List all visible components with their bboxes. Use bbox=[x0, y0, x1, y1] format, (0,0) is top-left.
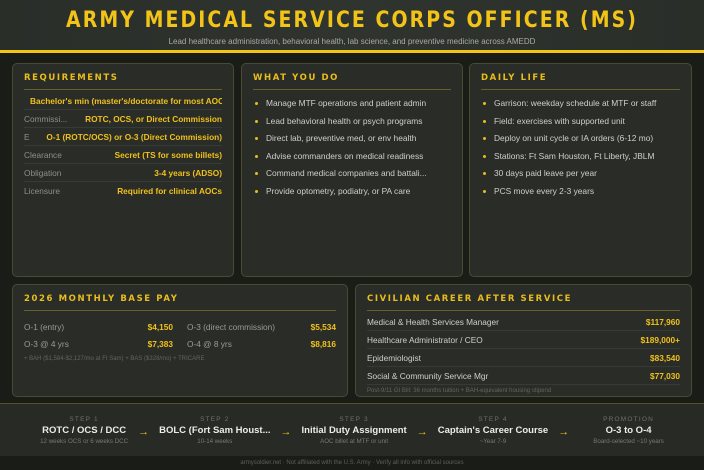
list-item: Deploy on unit cycle or IA orders (6-12 … bbox=[481, 130, 680, 148]
base-pay-card: 2026 MONTHLY BASE PAY O-1 (entry) $4,150… bbox=[12, 284, 348, 397]
career-pathway: STEP 1 ROTC / OCS / DCC 12 weeks OCS or … bbox=[0, 403, 704, 456]
requirements-title: REQUIREMENTS bbox=[24, 73, 222, 90]
requirement-value: ROTC, OCS, or Direct Commission bbox=[85, 113, 222, 124]
bullet-icon bbox=[483, 154, 486, 158]
bullet-icon bbox=[483, 137, 486, 141]
bullet-icon bbox=[483, 172, 486, 176]
requirement-row-entry-grade: E O-1 (ROTC/OCS) or O-3 (Direct Commissi… bbox=[24, 128, 222, 146]
civilian-row: Medical & Health Services Manager $117,9… bbox=[367, 313, 680, 331]
daily-life-card: DAILY LIFE Garrison: weekday schedule at… bbox=[469, 63, 692, 277]
page-header: ARMY MEDICAL SERVICE CORPS OFFICER (MS) … bbox=[0, 0, 704, 53]
base-pay-grid: O-1 (entry) $4,150 O-3 (direct commissio… bbox=[24, 318, 336, 352]
requirement-row-obligation: Obligation 3-4 years (ADSO) bbox=[24, 164, 222, 182]
requirement-label: Obligation bbox=[24, 167, 62, 178]
requirement-label: Commissi... bbox=[24, 113, 68, 124]
bullet-icon bbox=[255, 137, 258, 141]
arrow-right-icon: → bbox=[280, 426, 292, 438]
what-you-do-card: WHAT YOU DO Manage MTF operations and pa… bbox=[241, 63, 463, 277]
list-item: Command medical companies and battali... bbox=[253, 165, 451, 183]
list-item: PCS move every 2-3 years bbox=[481, 183, 680, 201]
pathway-step-promotion: PROMOTION O-3 to O-4 Board-selected ~10 … bbox=[593, 415, 664, 445]
daily-life-title: DAILY LIFE bbox=[481, 73, 680, 90]
list-item: Field: exercises with supported unit bbox=[481, 113, 680, 131]
civilian-career-card: CIVILIAN CAREER AFTER SERVICE Medical & … bbox=[355, 284, 692, 397]
pay-row: O-1 (entry) $4,150 bbox=[24, 321, 173, 332]
list-item: Garrison: weekday schedule at MTF or sta… bbox=[481, 95, 680, 113]
requirement-label: E bbox=[24, 131, 30, 142]
what-you-do-list: Manage MTF operations and patient admin … bbox=[253, 95, 451, 200]
requirement-row-education: Bachelor's min (master's/doctorate for m… bbox=[24, 92, 222, 110]
pathway-step-3: STEP 3 Initial Duty Assignment AOC bille… bbox=[301, 415, 407, 445]
page-subtitle: Lead healthcare administration, behavior… bbox=[168, 37, 536, 46]
arrow-right-icon: → bbox=[416, 426, 428, 438]
pay-row: O-3 (direct commission) $5,534 bbox=[187, 321, 336, 332]
pay-row: O-3 @ 4 yrs $7,383 bbox=[24, 338, 173, 349]
civilian-row: Social & Community Service Mgr $77,030 bbox=[367, 367, 680, 385]
base-pay-title: 2026 MONTHLY BASE PAY bbox=[24, 294, 336, 311]
requirement-row-clearance: Clearance Secret (TS for some billets) bbox=[24, 146, 222, 164]
list-item: Advise commanders on medical readiness bbox=[253, 148, 451, 166]
arrow-right-icon: → bbox=[138, 426, 150, 438]
bullet-icon bbox=[255, 102, 258, 106]
list-item: Lead behavioral health or psych programs bbox=[253, 113, 451, 131]
footer-disclaimer: armysoldier.net · Not affiliated with th… bbox=[240, 460, 464, 466]
requirement-row-licensure: Licensure Required for clinical AOCs bbox=[24, 182, 222, 200]
pathway-step-1: STEP 1 ROTC / OCS / DCC 12 weeks OCS or … bbox=[40, 415, 129, 445]
civilian-note: Post-9/11 GI Bill: 36 months tuition + B… bbox=[367, 388, 552, 394]
requirement-row-commission: Commissi... ROTC, OCS, or Direct Commiss… bbox=[24, 110, 222, 128]
list-item: Direct lab, preventive med, or env healt… bbox=[253, 130, 451, 148]
bullet-icon bbox=[483, 102, 486, 106]
bullet-icon bbox=[255, 154, 258, 158]
daily-life-list: Garrison: weekday schedule at MTF or sta… bbox=[481, 95, 680, 200]
civilian-row: Epidemiologist $83,540 bbox=[367, 349, 680, 367]
list-item: Provide optometry, podiatry, or PA care bbox=[253, 183, 451, 201]
bullet-icon bbox=[255, 119, 258, 123]
civilian-career-title: CIVILIAN CAREER AFTER SERVICE bbox=[367, 294, 680, 311]
list-item: Stations: Ft Sam Houston, Ft Liberty, JB… bbox=[481, 148, 680, 166]
requirement-label: Clearance bbox=[24, 149, 62, 160]
bullet-icon bbox=[483, 189, 486, 193]
arrow-right-icon: → bbox=[558, 426, 570, 438]
bullet-icon bbox=[483, 119, 486, 123]
civilian-row: Healthcare Administrator / CEO $189,000+ bbox=[367, 331, 680, 349]
requirements-card: REQUIREMENTS Bachelor's min (master's/do… bbox=[12, 63, 234, 277]
list-item: 30 days paid leave per year bbox=[481, 165, 680, 183]
requirement-value: 3-4 years (ADSO) bbox=[154, 167, 222, 178]
requirement-label: Licensure bbox=[24, 186, 60, 196]
list-item: Manage MTF operations and patient admin bbox=[253, 95, 451, 113]
requirement-value: O-1 (ROTC/OCS) or O-3 (Direct Commission… bbox=[46, 131, 222, 142]
base-pay-note: + BAH ($1,584-$2,127/mo at Ft Sam) + BAS… bbox=[24, 356, 205, 362]
bullet-icon bbox=[255, 172, 258, 176]
what-you-do-title: WHAT YOU DO bbox=[253, 73, 451, 90]
pathway-step-4: STEP 4 Captain's Career Course ~Year 7-9 bbox=[437, 415, 549, 445]
pathway-step-2: STEP 2 BOLC (Fort Sam Houst... 10-14 wee… bbox=[159, 415, 271, 445]
requirement-value: Bachelor's min (master's/doctorate for m… bbox=[30, 95, 222, 106]
requirement-value: Required for clinical AOCs bbox=[117, 186, 222, 196]
pay-row: O-4 @ 8 yrs $8,816 bbox=[187, 338, 336, 349]
requirement-value: Secret (TS for some billets) bbox=[114, 149, 222, 160]
bullet-icon bbox=[255, 189, 258, 193]
page-title: ARMY MEDICAL SERVICE CORPS OFFICER (MS) bbox=[65, 8, 638, 33]
